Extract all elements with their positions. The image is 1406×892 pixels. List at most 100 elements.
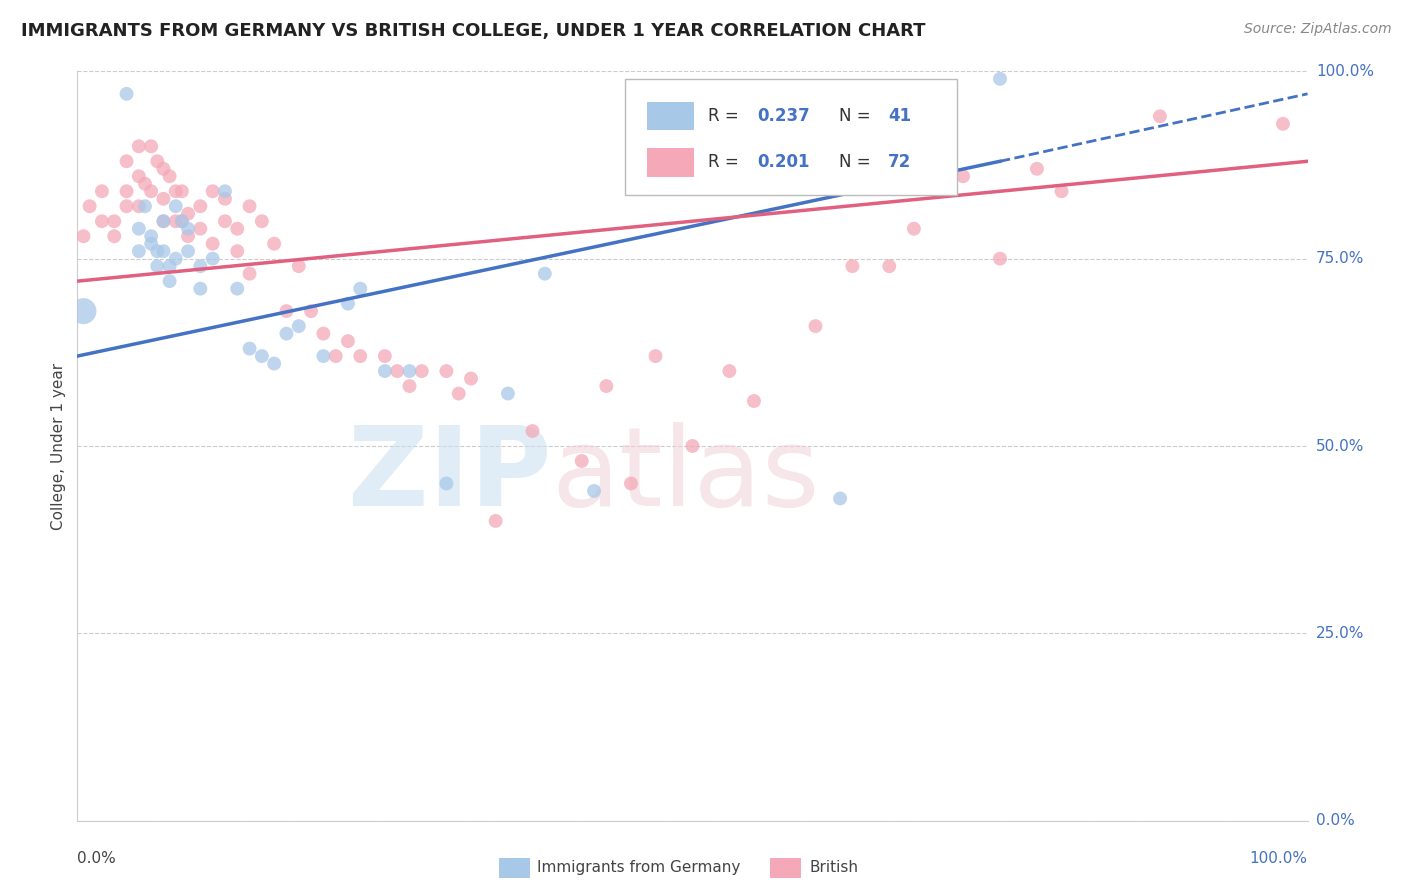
- Text: 0.237: 0.237: [758, 107, 810, 125]
- Point: [1272, 117, 1295, 131]
- Point: [146, 244, 169, 259]
- Point: [411, 364, 433, 378]
- Point: [595, 379, 617, 393]
- Point: [620, 476, 643, 491]
- Text: Source: ZipAtlas.com: Source: ZipAtlas.com: [1244, 22, 1392, 37]
- Point: [988, 71, 1011, 86]
- Text: 25.0%: 25.0%: [1316, 626, 1364, 640]
- Point: [263, 357, 285, 371]
- Point: [250, 214, 273, 228]
- Point: [879, 259, 901, 273]
- Point: [841, 259, 863, 273]
- Point: [159, 169, 181, 184]
- Point: [337, 296, 360, 310]
- Point: [90, 184, 114, 198]
- Point: [115, 154, 138, 169]
- Point: [436, 476, 458, 491]
- Point: [349, 349, 371, 363]
- Point: [165, 252, 187, 266]
- Point: [134, 177, 156, 191]
- Text: Immigrants from Germany: Immigrants from Germany: [537, 861, 741, 875]
- FancyBboxPatch shape: [624, 78, 957, 195]
- Point: [742, 394, 765, 409]
- Text: 41: 41: [889, 107, 911, 125]
- Point: [134, 199, 156, 213]
- Point: [718, 364, 741, 378]
- Point: [103, 214, 125, 228]
- Text: IMMIGRANTS FROM GERMANY VS BRITISH COLLEGE, UNDER 1 YEAR CORRELATION CHART: IMMIGRANTS FROM GERMANY VS BRITISH COLLE…: [21, 22, 925, 40]
- Point: [496, 386, 519, 401]
- Text: 50.0%: 50.0%: [1316, 439, 1364, 453]
- Point: [804, 319, 827, 334]
- Point: [276, 326, 298, 341]
- Point: [141, 184, 163, 198]
- Point: [146, 154, 169, 169]
- Point: [276, 304, 298, 318]
- Point: [170, 214, 193, 228]
- Point: [188, 282, 212, 296]
- Point: [170, 214, 193, 228]
- Point: [115, 87, 138, 101]
- Point: [115, 184, 138, 198]
- Point: [903, 221, 925, 235]
- Point: [226, 221, 249, 235]
- Point: [201, 252, 224, 266]
- Point: [72, 304, 94, 318]
- Point: [128, 221, 150, 235]
- Point: [288, 319, 311, 334]
- Point: [152, 192, 174, 206]
- Point: [201, 184, 224, 198]
- Point: [250, 349, 273, 363]
- Point: [485, 514, 508, 528]
- Point: [385, 364, 409, 378]
- Point: [939, 154, 962, 169]
- Text: ZIP: ZIP: [347, 423, 551, 530]
- Point: [239, 342, 262, 356]
- Point: [152, 161, 174, 176]
- Point: [288, 259, 311, 273]
- Point: [988, 252, 1011, 266]
- Point: [436, 364, 458, 378]
- Point: [188, 221, 212, 235]
- Point: [239, 267, 262, 281]
- Point: [79, 199, 101, 213]
- Point: [72, 229, 94, 244]
- Point: [263, 236, 285, 251]
- Text: 72: 72: [889, 153, 911, 171]
- Point: [141, 139, 163, 153]
- Text: 100.0%: 100.0%: [1316, 64, 1374, 78]
- Point: [1149, 109, 1171, 123]
- Point: [152, 214, 174, 228]
- Text: 0.0%: 0.0%: [1316, 814, 1354, 828]
- Point: [214, 214, 236, 228]
- Text: atlas: atlas: [551, 423, 820, 530]
- Text: British: British: [810, 861, 859, 875]
- Text: N =: N =: [839, 153, 876, 171]
- Point: [398, 379, 420, 393]
- Point: [128, 169, 150, 184]
- Point: [214, 184, 236, 198]
- Point: [177, 229, 200, 244]
- Point: [534, 267, 557, 281]
- Point: [1026, 161, 1049, 176]
- FancyBboxPatch shape: [647, 148, 693, 177]
- Text: 100.0%: 100.0%: [1250, 851, 1308, 866]
- Text: 75.0%: 75.0%: [1316, 252, 1364, 266]
- Point: [201, 236, 224, 251]
- Point: [103, 229, 125, 244]
- Point: [226, 244, 249, 259]
- Point: [522, 424, 544, 438]
- Point: [141, 236, 163, 251]
- Point: [571, 454, 593, 468]
- Point: [165, 199, 187, 213]
- Point: [312, 326, 335, 341]
- Point: [115, 199, 138, 213]
- Point: [447, 386, 470, 401]
- Point: [177, 244, 200, 259]
- Text: R =: R =: [709, 153, 744, 171]
- Point: [165, 214, 187, 228]
- Point: [152, 244, 174, 259]
- Point: [214, 192, 236, 206]
- Point: [349, 282, 371, 296]
- FancyBboxPatch shape: [647, 102, 693, 130]
